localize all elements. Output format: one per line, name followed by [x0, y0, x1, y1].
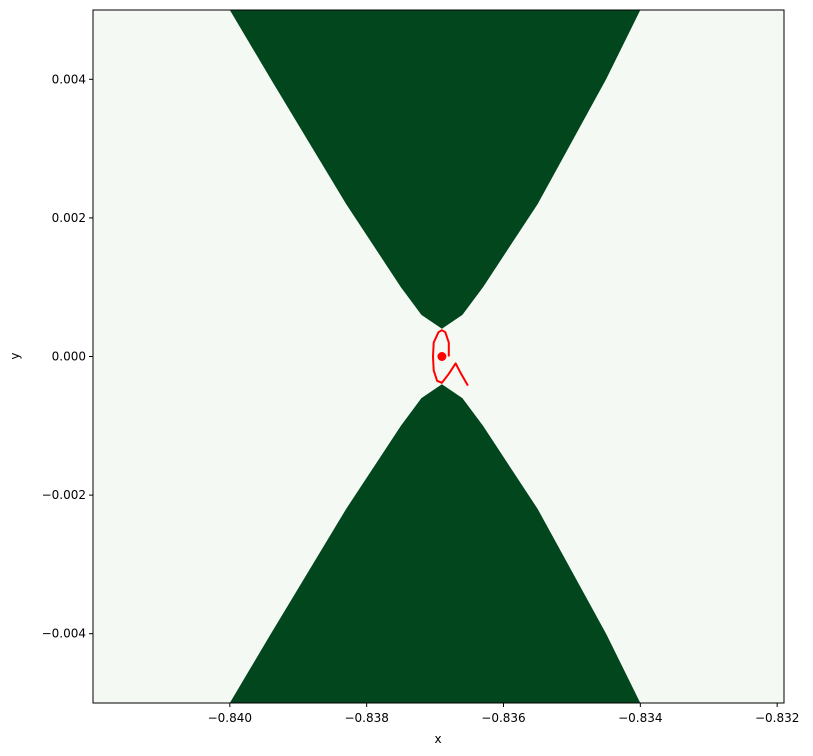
y-axis-label: y — [8, 352, 22, 359]
y-tick-label: 0.000 — [52, 350, 86, 364]
y-tick-label: −0.002 — [42, 488, 86, 502]
plot-area — [92, 9, 785, 704]
filled-region-lower — [229, 384, 641, 703]
x-tick-label: −0.838 — [344, 711, 388, 725]
x-tick-label: −0.832 — [755, 711, 799, 725]
y-axis: 0.004 0.002 0.000 −0.002 −0.004 — [42, 72, 93, 641]
filled-region-upper — [229, 10, 641, 329]
y-tick-label: 0.002 — [52, 211, 86, 225]
x-tick-label: −0.836 — [481, 711, 525, 725]
x-axis: −0.840 −0.838 −0.836 −0.834 −0.832 — [208, 703, 799, 725]
x-axis-label: x — [434, 732, 441, 746]
x-tick-label: −0.834 — [618, 711, 662, 725]
trajectory-line — [432, 329, 469, 387]
x-tick-label: −0.840 — [208, 711, 252, 725]
y-tick-label: 0.004 — [52, 72, 86, 86]
equilibrium-point — [437, 352, 447, 361]
y-tick-label: −0.004 — [42, 627, 86, 641]
